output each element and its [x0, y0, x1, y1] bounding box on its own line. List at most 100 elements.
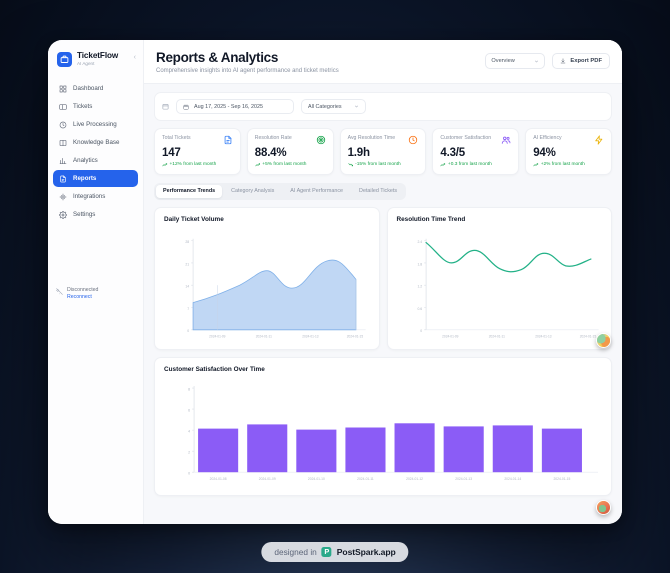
book-icon [59, 139, 67, 146]
content-scroll: Aug 17, 2025 - Sep 16, 2025 All Categori… [144, 84, 622, 524]
sidebar-item-label: Live Processing [73, 121, 117, 128]
kpi-head: AI Efficiency [533, 135, 604, 145]
x-tick: 2024-01-13 [455, 477, 472, 481]
kpi-delta-label: +5% from last month [262, 162, 307, 168]
category-select-value: All Categories [308, 103, 342, 110]
y-tick: 1.2 [417, 284, 422, 288]
ticket-icon [59, 103, 67, 110]
sidebar-item-integrations[interactable]: Integrations [53, 188, 138, 205]
chart-card-daily-ticket-volume: Daily Ticket Volume 28 21 14 7 0 [154, 206, 380, 350]
x-axis-ticks: 2024-01-09 2024-01-11 2024-01-13 2024-01… [442, 334, 596, 338]
chevron-down-icon [535, 60, 539, 62]
kpi-label: Resolution Rate [254, 135, 292, 141]
kpi-head: Total Tickets [162, 135, 233, 145]
sidebar-item-dashboard[interactable]: Dashboard [53, 80, 138, 97]
bar-chart-icon [59, 157, 67, 164]
resolution-time-trend-chart: 2.4 1.8 1.2 0.6 0 2024-01-09 2024-01 [417, 238, 599, 338]
app-window: TicketFlow AI Agent ‹ Dashboard Tickets … [48, 40, 622, 524]
sidebar-item-label: Settings [73, 211, 96, 218]
kpi-delta: +2% from last month [533, 162, 604, 168]
y-tick: 0.6 [417, 306, 422, 310]
y-tick: 7 [187, 306, 189, 310]
sidebar-item-knowledge-base[interactable]: Knowledge Base [53, 134, 138, 151]
watermark-name: PostSpark.app [336, 547, 396, 557]
avatar[interactable] [596, 500, 611, 515]
kpi-row: Total Tickets 147 +12% from last month R… [154, 128, 612, 175]
page-header-text: Reports & Analytics Comprehensive insigh… [156, 50, 339, 74]
connection-status-text: Disconnected Reconnect [67, 287, 98, 300]
kpi-delta-label: +0.3 from last month [447, 162, 492, 168]
tab-performance-trends[interactable]: Performance Trends [156, 184, 223, 198]
x-tick: 2024-01-09 [442, 334, 459, 338]
date-range-value: Aug 17, 2025 - Sep 16, 2025 [194, 103, 263, 110]
chevron-left-icon[interactable]: ‹ [133, 54, 136, 61]
y-tick: 1.8 [417, 262, 422, 266]
sidebar-item-settings[interactable]: Settings [53, 206, 138, 223]
bar [345, 427, 386, 473]
brand-text: TicketFlow AI Agent [77, 52, 118, 66]
trend-up-icon [440, 163, 446, 167]
sidebar-item-label: Analytics [73, 157, 98, 164]
export-pdf-label: Export PDF [570, 58, 602, 64]
x-tick: 2024-01-10 [308, 477, 325, 481]
brand[interactable]: TicketFlow AI Agent ‹ [48, 50, 143, 67]
kpi-value: 147 [162, 147, 181, 159]
sidebar-item-analytics[interactable]: Analytics [53, 152, 138, 169]
postspark-logo-icon: P [321, 547, 332, 557]
y-tick: 0 [188, 472, 190, 476]
sidebar-item-label: Tickets [73, 103, 93, 110]
x-axis-ticks: 2024-01-08 2024-01-09 2024-01-10 2024-01… [210, 477, 571, 481]
kpi-label: Total Tickets [162, 135, 191, 141]
bar [492, 425, 533, 473]
tab-category-analysis[interactable]: Category Analysis [231, 188, 275, 194]
kpi-delta-label: +12% from last month [169, 162, 217, 168]
x-tick: 2024-01-12 [406, 477, 423, 481]
sidebar-item-tickets[interactable]: Tickets [53, 98, 138, 115]
bar [296, 429, 337, 473]
charts-row: Daily Ticket Volume 28 21 14 7 0 [154, 206, 612, 350]
plug-icon [59, 193, 67, 200]
trend-up-icon [162, 163, 168, 167]
sidebar-item-live-processing[interactable]: Live Processing [53, 116, 138, 133]
kpi-delta-label: -15% from last month [355, 162, 401, 168]
kpi-card-ai-efficiency: AI Efficiency 94% +2% from last month [525, 128, 612, 175]
x-tick: 2024-01-15 [579, 334, 596, 338]
kpi-delta: -15% from last month [347, 162, 419, 168]
kpi-card-avg-resolution-time: Avg Resolution Time 1.9h -15% from last … [339, 128, 427, 175]
chart-title: Resolution Time Trend [396, 215, 466, 223]
chart-card-customer-satisfaction-over-time: Customer Satisfaction Over Time 8 6 4 2 … [154, 356, 612, 497]
trend-up-icon [255, 163, 260, 167]
tab-detailed-tickets[interactable]: Detailed Tickets [359, 188, 398, 194]
x-tick: 2024-01-15 [347, 334, 364, 338]
category-select[interactable]: All Categories [301, 99, 366, 114]
kpi-head: Avg Resolution Time [348, 135, 419, 145]
watermark-prefix: designed in [274, 547, 317, 557]
x-tick: 2024-01-11 [488, 334, 504, 338]
x-tick: 2024-01-08 [210, 477, 227, 481]
y-tick: 14 [185, 284, 189, 288]
reconnect-link[interactable]: Reconnect [67, 293, 92, 300]
avatar[interactable] [596, 333, 611, 348]
view-select-value: Overview [491, 58, 515, 64]
y-tick: 28 [185, 240, 189, 244]
export-pdf-button[interactable]: Export PDF [552, 53, 610, 69]
file-text-icon [60, 175, 66, 182]
bar [198, 428, 239, 473]
y-tick: 6 [188, 408, 190, 412]
line-series [424, 241, 591, 272]
y-tick: 21 [185, 262, 189, 266]
activity-icon [59, 121, 67, 128]
sidebar-item-reports[interactable]: Reports [53, 170, 138, 187]
date-range-input[interactable]: Aug 17, 2025 - Sep 16, 2025 [176, 99, 294, 114]
wifi-off-icon [56, 288, 63, 295]
tab-ai-agent-performance[interactable]: AI Agent Performance [290, 188, 344, 194]
view-select[interactable]: Overview [485, 53, 546, 69]
chart-card-resolution-time-trend: Resolution Time Trend 2.4 1.8 1.2 0.6 0 [386, 206, 612, 350]
brand-subtitle: AI Agent [77, 60, 95, 66]
calendar-outline-icon [162, 104, 169, 110]
area-series [192, 259, 357, 330]
kpi-value: 94% [533, 147, 556, 159]
y-tick: 0 [187, 329, 189, 333]
y-axis-ticks: 28 21 14 7 0 [185, 240, 194, 333]
main-content: Reports & Analytics Comprehensive insigh… [144, 40, 622, 524]
